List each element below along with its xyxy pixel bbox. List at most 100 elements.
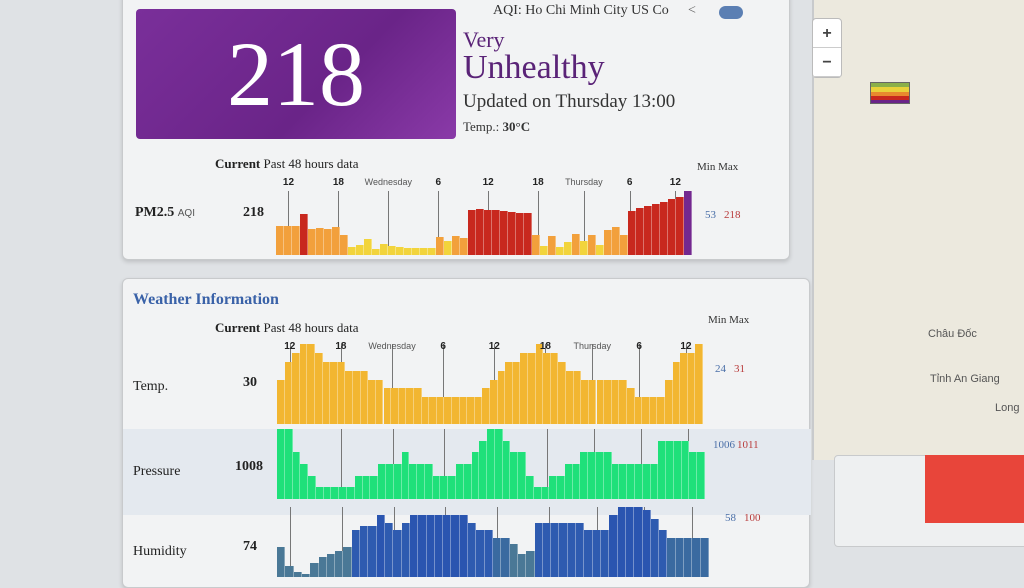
bar[interactable] bbox=[316, 228, 324, 255]
bar[interactable] bbox=[675, 538, 685, 577]
bar[interactable] bbox=[684, 538, 693, 577]
bar[interactable] bbox=[323, 487, 332, 499]
bar[interactable] bbox=[548, 236, 556, 255]
bar[interactable] bbox=[315, 352, 323, 424]
bar[interactable] bbox=[354, 475, 363, 499]
bar[interactable] bbox=[360, 525, 369, 577]
bar[interactable] bbox=[518, 452, 527, 499]
bar[interactable] bbox=[644, 206, 652, 255]
bar[interactable] bbox=[471, 452, 480, 499]
bar[interactable] bbox=[318, 556, 327, 577]
bar[interactable] bbox=[429, 397, 437, 424]
bar[interactable] bbox=[393, 530, 402, 577]
bar[interactable] bbox=[634, 464, 643, 499]
bar[interactable] bbox=[277, 429, 285, 499]
bar[interactable] bbox=[620, 234, 628, 255]
bar[interactable] bbox=[697, 452, 705, 499]
zoom-out-button[interactable]: − bbox=[813, 48, 841, 77]
bar[interactable] bbox=[528, 352, 536, 424]
bar[interactable] bbox=[596, 244, 604, 255]
bar[interactable] bbox=[601, 530, 610, 577]
bar[interactable] bbox=[533, 487, 542, 499]
bar[interactable] bbox=[581, 379, 589, 424]
bar[interactable] bbox=[451, 397, 460, 424]
bar[interactable] bbox=[436, 397, 445, 424]
bar[interactable] bbox=[391, 388, 399, 424]
bar[interactable] bbox=[494, 429, 503, 499]
bar[interactable] bbox=[434, 514, 444, 577]
bar[interactable] bbox=[487, 429, 495, 499]
bar[interactable] bbox=[364, 238, 372, 255]
bar[interactable] bbox=[676, 197, 684, 255]
bar[interactable] bbox=[368, 525, 377, 577]
bar[interactable] bbox=[420, 247, 428, 255]
bar[interactable] bbox=[455, 464, 464, 499]
bar[interactable] bbox=[668, 199, 676, 255]
bar[interactable] bbox=[573, 370, 582, 424]
bar[interactable] bbox=[353, 370, 361, 424]
bar[interactable] bbox=[512, 361, 521, 424]
bar[interactable] bbox=[542, 522, 552, 577]
bar[interactable] bbox=[580, 452, 589, 499]
bar[interactable] bbox=[501, 538, 510, 577]
bar[interactable] bbox=[642, 510, 651, 577]
bar[interactable] bbox=[370, 475, 379, 499]
bar[interactable] bbox=[474, 397, 483, 424]
bar[interactable] bbox=[324, 229, 332, 255]
bar[interactable] bbox=[393, 464, 402, 499]
bar[interactable] bbox=[540, 245, 548, 255]
bar[interactable] bbox=[658, 440, 667, 499]
bar[interactable] bbox=[432, 475, 441, 499]
bar[interactable] bbox=[619, 464, 628, 499]
bar[interactable] bbox=[510, 452, 519, 499]
bar[interactable] bbox=[468, 210, 476, 255]
bar[interactable] bbox=[524, 212, 532, 255]
bar[interactable] bbox=[421, 397, 430, 424]
bar[interactable] bbox=[564, 464, 573, 499]
bar[interactable] bbox=[572, 464, 581, 499]
bar[interactable] bbox=[526, 550, 535, 577]
bar[interactable] bbox=[509, 544, 518, 577]
bar[interactable] bbox=[611, 464, 620, 499]
bar[interactable] bbox=[535, 344, 544, 424]
bar[interactable] bbox=[500, 211, 508, 255]
bar[interactable] bbox=[426, 514, 435, 577]
bar[interactable] bbox=[339, 487, 348, 499]
aqi-map-marker[interactable] bbox=[870, 82, 910, 104]
bar[interactable] bbox=[308, 229, 316, 255]
bar[interactable] bbox=[551, 522, 560, 577]
bar[interactable] bbox=[543, 352, 551, 424]
bar[interactable] bbox=[541, 487, 550, 499]
bar[interactable] bbox=[388, 246, 396, 255]
station-title[interactable]: AQI: Ho Chi Minh City US Co bbox=[493, 3, 669, 18]
bar[interactable] bbox=[360, 370, 369, 424]
bar[interactable] bbox=[476, 530, 485, 577]
bar[interactable] bbox=[603, 452, 612, 499]
bar[interactable] bbox=[330, 361, 338, 424]
bar[interactable] bbox=[293, 572, 302, 577]
bar[interactable] bbox=[300, 464, 309, 499]
bar[interactable] bbox=[604, 229, 612, 255]
bar[interactable] bbox=[660, 201, 668, 255]
bar[interactable] bbox=[517, 553, 527, 577]
bar[interactable] bbox=[398, 388, 407, 424]
bar[interactable] bbox=[451, 514, 460, 577]
bar[interactable] bbox=[642, 464, 651, 499]
bar[interactable] bbox=[452, 236, 460, 255]
bar[interactable] bbox=[436, 237, 444, 255]
temp-chart[interactable] bbox=[277, 344, 703, 424]
bar[interactable] bbox=[580, 240, 588, 255]
bar[interactable] bbox=[596, 452, 604, 499]
bar[interactable] bbox=[448, 475, 456, 499]
bar[interactable] bbox=[428, 247, 436, 255]
bar[interactable] bbox=[557, 475, 565, 499]
bar[interactable] bbox=[292, 452, 301, 499]
bar[interactable] bbox=[276, 226, 284, 255]
bar[interactable] bbox=[418, 514, 427, 577]
bar[interactable] bbox=[609, 514, 618, 577]
bar[interactable] bbox=[396, 247, 404, 255]
bar[interactable] bbox=[378, 464, 386, 499]
bar[interactable] bbox=[650, 464, 659, 499]
bar[interactable] bbox=[468, 522, 477, 577]
bar[interactable] bbox=[376, 514, 385, 577]
